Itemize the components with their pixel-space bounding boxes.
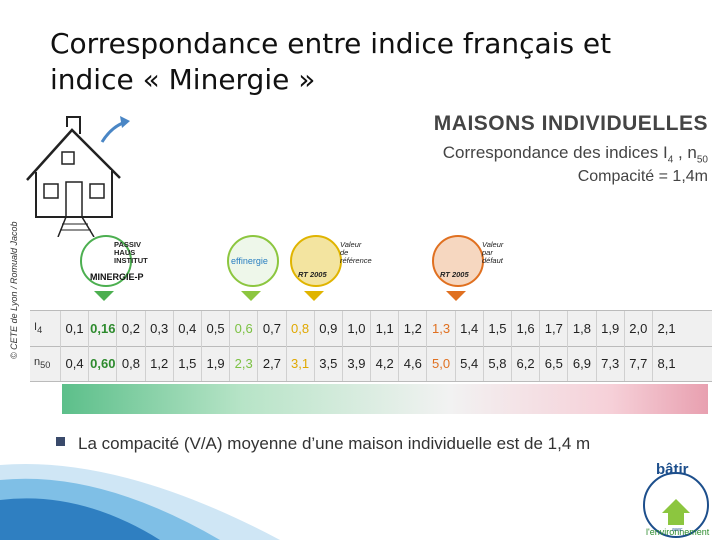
- svg-text:l'environnement: l'environnement: [646, 527, 710, 537]
- n50-cell: 0,60: [88, 346, 116, 381]
- n50-cell: 5,8: [482, 346, 511, 381]
- i4-cell: 1,5: [482, 311, 511, 346]
- house-icon: [26, 116, 130, 237]
- n50-cell: 0,4: [60, 346, 88, 381]
- n50-cell: 1,2: [144, 346, 173, 381]
- batir-environnement-logo: l'environnement avec bâtir: [643, 461, 710, 538]
- rt2005-reference-badge: Valeur de référence RT 2005: [290, 235, 380, 305]
- i4-cell: 2,0: [623, 311, 652, 346]
- table-row-n50: n50 0,4 0,60 0,8 1,2 1,5 1,9 2,3 2,7 3,1 3,5 3,9 4,…: [30, 346, 712, 381]
- n50-cell: 3,1: [285, 346, 314, 381]
- n50-cell: 3,5: [313, 346, 342, 381]
- i4-cell: 0,7: [257, 311, 285, 346]
- bullet-marker: [56, 437, 65, 446]
- n50-cell: 3,9: [341, 346, 370, 381]
- i4-cell: 2,1: [651, 311, 680, 346]
- n50-cell: 7,3: [595, 346, 624, 381]
- n50-cell: 0,8: [116, 346, 144, 381]
- minergie-badge: PASSIV HAUS INSTITUT MINERGIE-P: [80, 235, 180, 305]
- i4-cell: 0,9: [313, 311, 342, 346]
- i4-cell: 0,8: [285, 311, 314, 346]
- n50-cell: 5,0: [426, 346, 454, 381]
- i4-cell: 0,3: [144, 311, 173, 346]
- i4-cell: 1,1: [370, 311, 398, 346]
- correspondence-table: I4 0,1 0,16 0,2 0,3 0,4 0,5 0,6 0,7 0,8 0,9 1,0 1,1…: [30, 310, 712, 382]
- n50-cell: 2,7: [257, 346, 285, 381]
- i4-cell: 0,2: [116, 311, 144, 346]
- i4-cell: 1,6: [511, 311, 539, 346]
- n50-cell: 4,2: [370, 346, 398, 381]
- rt2005-default-badge: Valeur par défaut RT 2005: [432, 235, 522, 305]
- n50-cell: 4,6: [398, 346, 426, 381]
- i4-cell: 1,2: [398, 311, 426, 346]
- n50-cell: 1,9: [200, 346, 229, 381]
- title-line-2: indice « Minergie »: [50, 63, 316, 96]
- i4-cell: 0,16: [88, 311, 116, 346]
- decorative-wave: [0, 463, 280, 540]
- title-line-1: Correspondance entre indice français et: [50, 27, 612, 60]
- i4-cell: 0,6: [229, 311, 257, 346]
- n50-cell: 7,7: [623, 346, 652, 381]
- i4-cell: 0,1: [60, 311, 88, 346]
- chart-heading: MAISONS INDIVIDUELLES: [433, 112, 708, 135]
- n50-cell: 1,5: [172, 346, 201, 381]
- i4-cell: 0,5: [200, 311, 229, 346]
- slide-title: Correspondance entre indice français et …: [50, 26, 690, 98]
- row-label-n50: n50: [34, 356, 51, 371]
- compacity-label: Compacité = 1,4m: [577, 168, 708, 185]
- credit-text: © CETE de Lyon / Romuald Jacob: [9, 221, 19, 359]
- chart-subheading: Correspondance des indices I4 , n50: [442, 143, 708, 166]
- n50-cell: 6,5: [539, 346, 567, 381]
- i4-cell: 1,8: [567, 311, 595, 346]
- svg-text:avec: avec: [672, 527, 683, 533]
- n50-cell: 5,4: [454, 346, 483, 381]
- performance-gradient-bar: [62, 384, 708, 414]
- compacity-note: La compacité (V/A) moyenne d’une maison …: [78, 434, 591, 453]
- n50-cell: 6,9: [567, 346, 595, 381]
- table-row-i4: I4 0,1 0,16 0,2 0,3 0,4 0,5 0,6 0,7 0,8 0,9 1,0 1,1…: [30, 311, 712, 347]
- i4-cell: 1,9: [595, 311, 624, 346]
- row-label-i4: I4: [34, 321, 43, 336]
- i4-cell: 1,7: [539, 311, 567, 346]
- i4-cell: 1,3: [426, 311, 454, 346]
- i4-cell: 1,4: [454, 311, 483, 346]
- n50-cell: 8,1: [651, 346, 680, 381]
- n50-cell: 2,3: [229, 346, 257, 381]
- n50-cell: 6,2: [511, 346, 539, 381]
- i4-cell: 0,4: [172, 311, 201, 346]
- i4-cell: 1,0: [341, 311, 370, 346]
- effinergie-badge: effinergie: [227, 235, 279, 305]
